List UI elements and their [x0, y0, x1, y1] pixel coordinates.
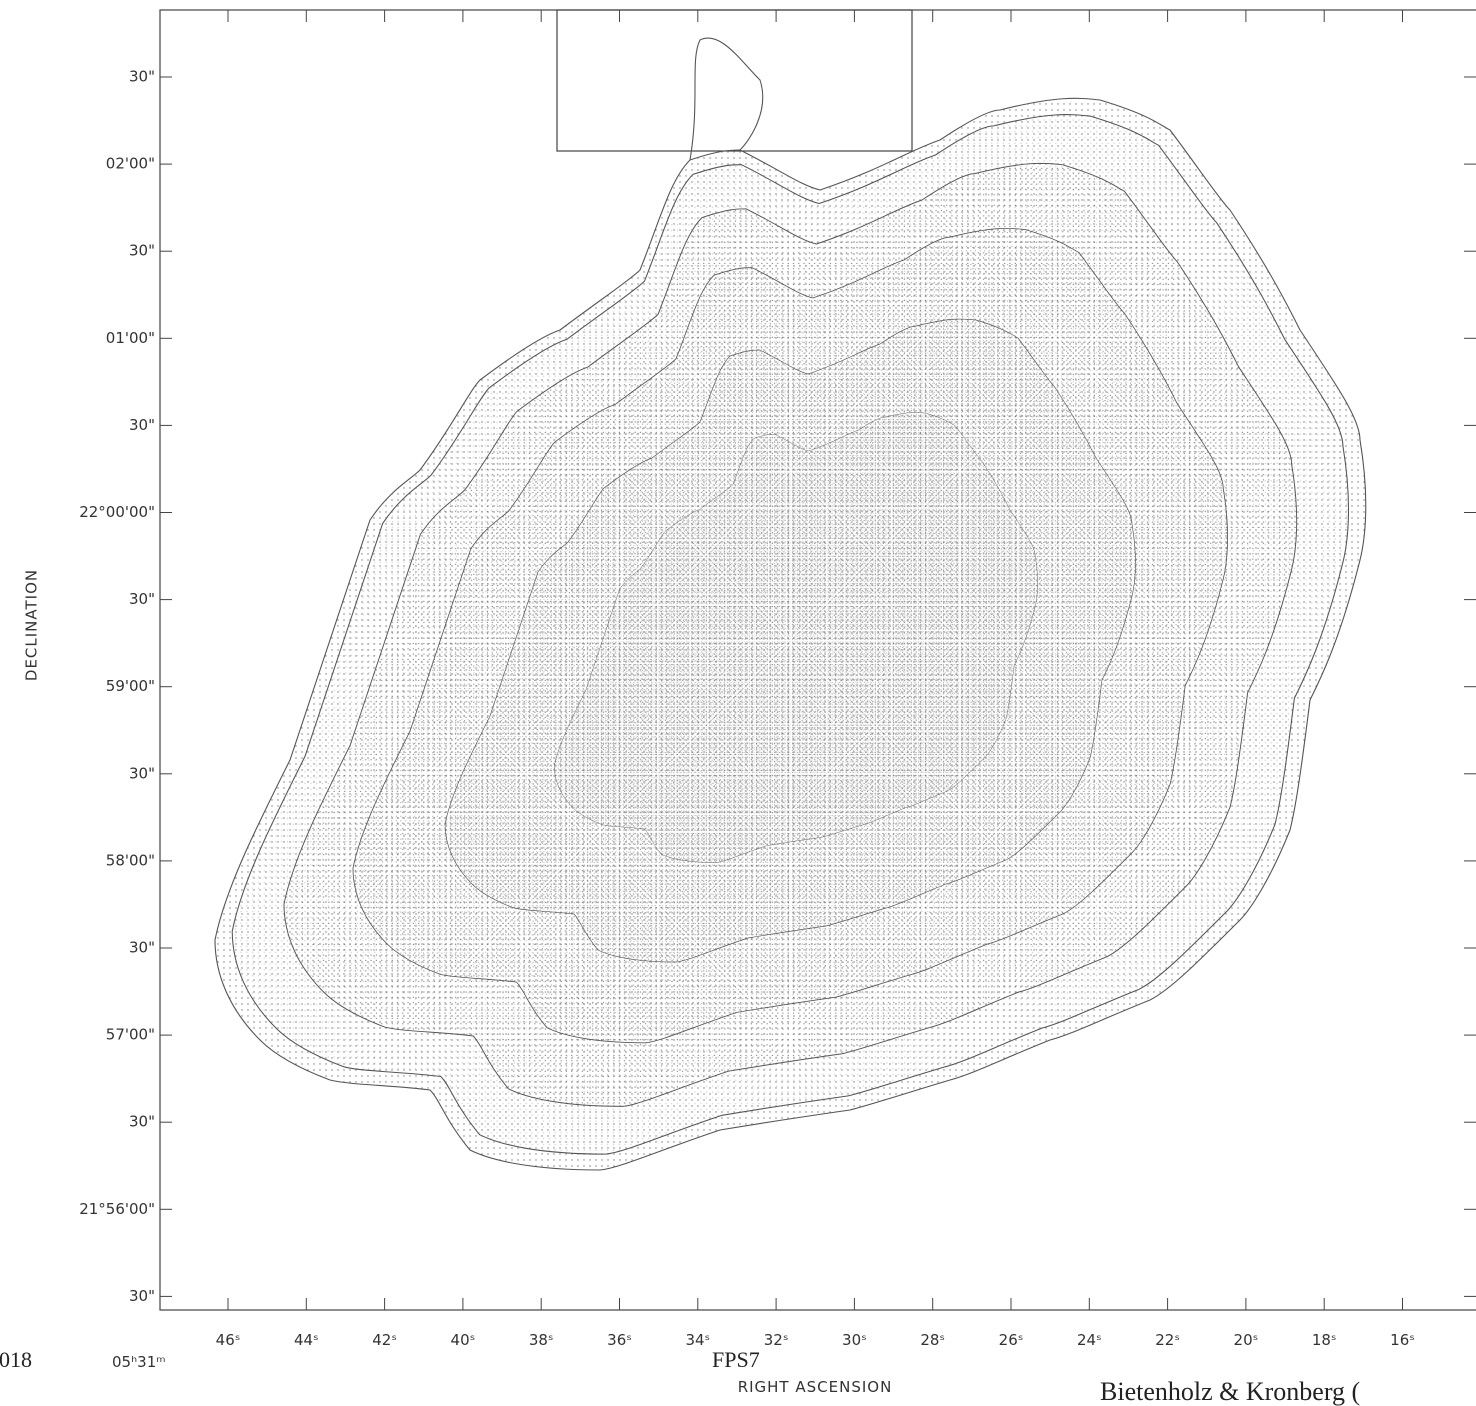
x-tick-label: 38ˢ [529, 1331, 554, 1349]
y-tick-label: 57'00" [106, 1026, 155, 1044]
x-tick-label: 18ˢ [1312, 1331, 1337, 1349]
y-tick-label: 21°56'00" [79, 1200, 155, 1218]
x-tick-label: 44ˢ [294, 1331, 319, 1349]
y-tick-label: 01'00" [106, 329, 155, 347]
x-axis-label: RIGHT ASCENSION [738, 1378, 893, 1396]
y-tick-label: 30" [129, 764, 155, 782]
x-tick-label: 22ˢ [1155, 1331, 1180, 1349]
y-tick-label: 30" [129, 242, 155, 260]
y-tick-label: 02'00" [106, 155, 155, 173]
y-tick-label: 30" [129, 939, 155, 957]
y-tick-label: 30" [129, 68, 155, 86]
y-tick-label: 59'00" [106, 677, 155, 695]
x-tick-label: 46ˢ [216, 1331, 241, 1349]
y-tick-label: 30" [129, 590, 155, 608]
y-tick-label: 30" [129, 416, 155, 434]
x-tick-label: 42ˢ [372, 1331, 397, 1349]
footer-date: 2018 [0, 1347, 32, 1372]
y-tick-label: 30" [129, 1287, 155, 1305]
y-tick-label: 22°00'00" [79, 503, 155, 521]
x-tick-label: 26ˢ [999, 1331, 1024, 1349]
slide: DECLINATION RIGHT ASCENSION 05ʰ31ᵐ 2018 … [0, 0, 1476, 1406]
x-tick-label: 30ˢ [842, 1331, 867, 1349]
y-tick-label: 30" [129, 1113, 155, 1131]
y-tick-label: 58'00" [106, 851, 155, 869]
credit: Bietenholz & Kronberg ( [1100, 1377, 1360, 1406]
x-tick-label: 40ˢ [451, 1331, 476, 1349]
x-origin-label: 05ʰ31ᵐ [112, 1353, 166, 1371]
x-tick-label: 34ˢ [685, 1331, 710, 1349]
slide-id: FPS7 [712, 1347, 760, 1372]
x-tick-label: 28ˢ [920, 1331, 945, 1349]
x-tick-label: 32ˢ [764, 1331, 789, 1349]
y-axis-label: DECLINATION [23, 569, 41, 681]
nebula-map [215, 38, 1366, 1170]
x-tick-label: 20ˢ [1234, 1331, 1259, 1349]
x-tick-label: 16ˢ [1390, 1331, 1415, 1349]
x-tick-label: 36ˢ [607, 1331, 632, 1349]
x-tick-label: 24ˢ [1077, 1331, 1102, 1349]
inset-box [557, 10, 912, 151]
